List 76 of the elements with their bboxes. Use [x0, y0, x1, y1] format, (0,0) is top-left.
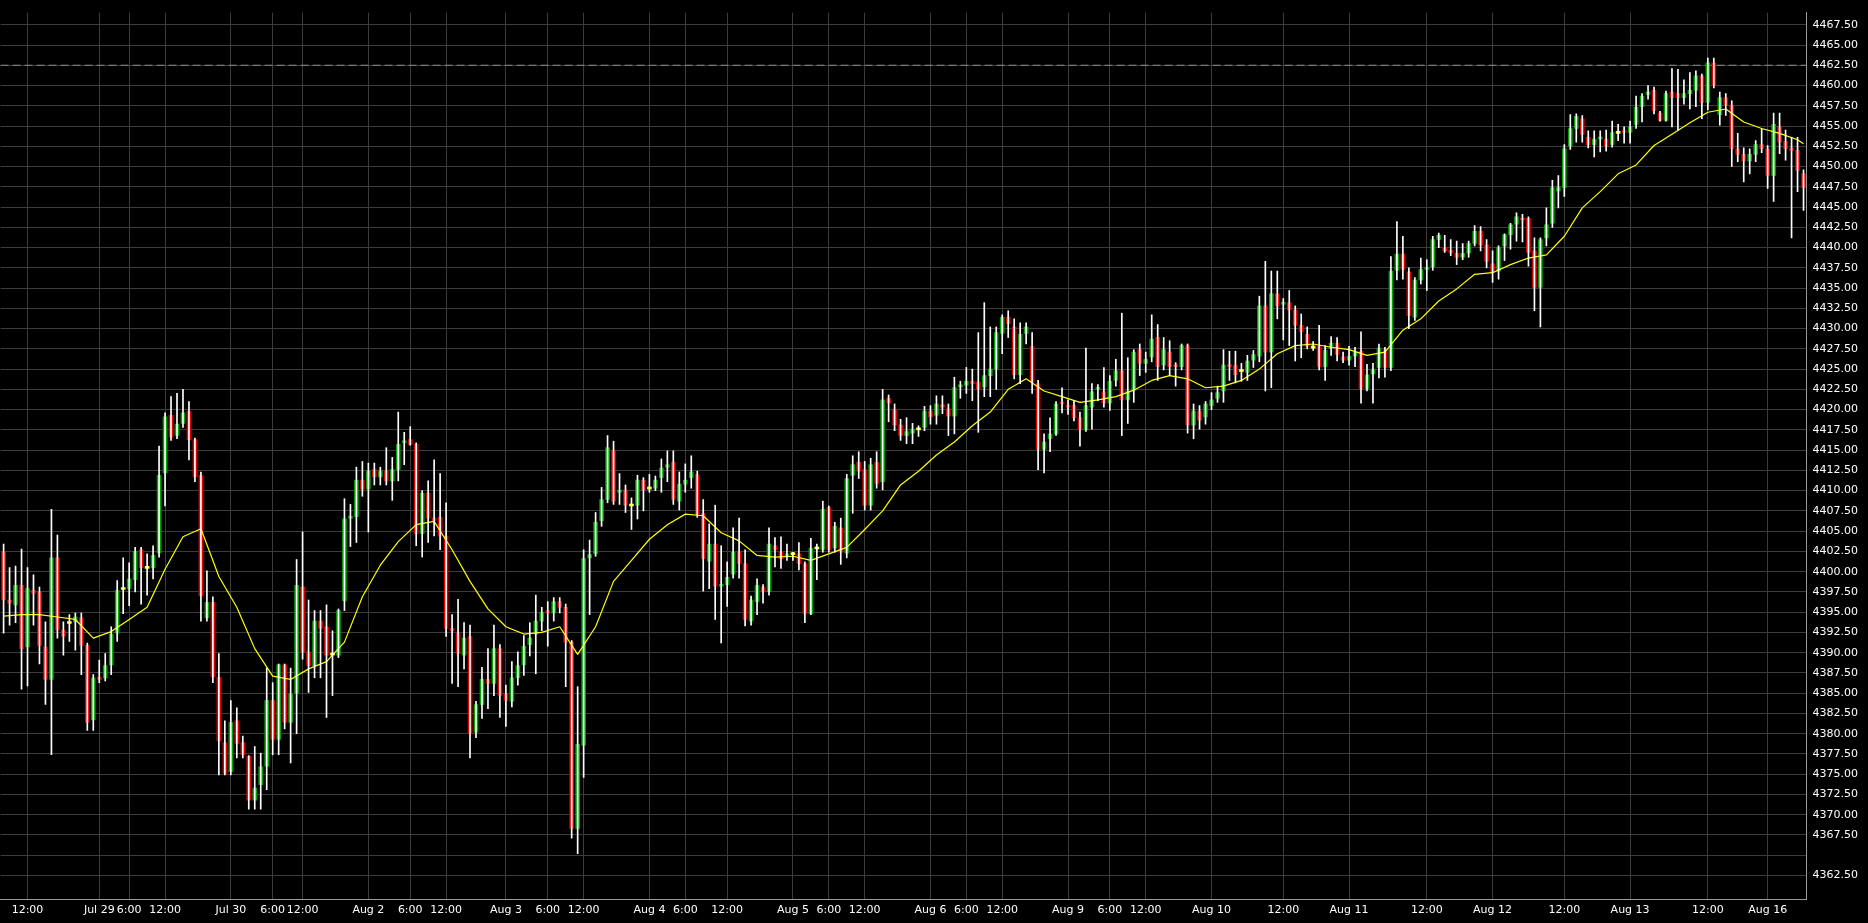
- y-tick-label: 4432.50: [1812, 301, 1859, 315]
- y-tick-label: 4362.50: [1812, 868, 1859, 882]
- y-tick-label: 4460.00: [1812, 78, 1859, 92]
- y-tick-label: 4387.50: [1812, 665, 1859, 679]
- y-tick-label: 4437.50: [1812, 260, 1859, 274]
- y-tick-label: 4400.00: [1812, 564, 1859, 578]
- y-tick-label: 4395.00: [1812, 605, 1859, 619]
- x-tick-label: 6:00: [953, 903, 979, 917]
- x-tick-label: 12:00: [1267, 903, 1300, 917]
- y-tick-label: 4417.50: [1812, 422, 1859, 436]
- y-tick-label: 4390.00: [1812, 645, 1859, 659]
- x-tick-label: Aug 13: [1610, 903, 1650, 917]
- y-tick-label: 4372.50: [1812, 787, 1859, 801]
- y-tick-label: 4392.50: [1812, 625, 1859, 639]
- y-tick-label: 4465.00: [1812, 37, 1859, 51]
- x-tick-label: Jul 29: [82, 903, 115, 917]
- y-tick-label: 4440.00: [1812, 240, 1859, 254]
- x-tick-label: 12:00: [1548, 903, 1581, 917]
- y-tick-label: 4377.50: [1812, 746, 1859, 760]
- y-tick-label: 4420.00: [1812, 402, 1859, 416]
- x-tick-label: 12:00: [711, 903, 743, 917]
- x-tick-label: Aug 11: [1329, 903, 1369, 917]
- x-tick-label: 12:00: [848, 903, 881, 917]
- x-tick-label: Aug 2: [352, 903, 385, 917]
- y-tick-label: 4397.50: [1812, 584, 1859, 598]
- y-tick-label: 4455.00: [1812, 118, 1859, 132]
- x-tick-label: 6:00: [116, 903, 142, 917]
- y-tick-label: 4380.00: [1812, 726, 1859, 740]
- x-tick-label: 6:00: [397, 903, 423, 917]
- x-tick-label: Aug 16: [1748, 903, 1788, 917]
- y-tick-label: 4447.50: [1812, 179, 1859, 193]
- y-tick-label: 4462.50: [1812, 58, 1859, 72]
- y-tick-label: 4367.50: [1812, 827, 1859, 841]
- x-tick-label: 6:00: [535, 903, 561, 917]
- y-tick-label: 4450.00: [1812, 159, 1859, 173]
- y-tick-label: 4405.00: [1812, 524, 1859, 538]
- x-tick-label: 12:00: [1410, 903, 1443, 917]
- y-tick-label: 4430.00: [1812, 321, 1859, 335]
- y-tick-label: 4370.00: [1812, 807, 1859, 821]
- y-tick-label: 4435.00: [1812, 280, 1859, 294]
- y-tick-label: 4407.50: [1812, 503, 1859, 517]
- x-tick-label: 12:00: [986, 903, 1019, 917]
- x-tick-label: 12:00: [149, 903, 181, 917]
- y-tick-label: 4422.50: [1812, 382, 1859, 396]
- x-tick-label: Aug 3: [489, 903, 522, 917]
- y-tick-label: 4412.50: [1812, 463, 1859, 477]
- x-tick-label: 6:00: [260, 903, 286, 917]
- x-tick-label: Jul 30: [214, 903, 247, 917]
- y-tick-label: 4402.50: [1812, 544, 1859, 558]
- x-tick-label: 6:00: [816, 903, 842, 917]
- y-tick-label: 4457.50: [1812, 98, 1859, 112]
- x-tick-label: 6:00: [1097, 903, 1123, 917]
- y-tick-label: 4452.50: [1812, 139, 1859, 153]
- x-tick-label: Aug 6: [914, 903, 947, 917]
- x-tick-label: Aug 4: [633, 903, 666, 917]
- y-tick-label: 4410.00: [1812, 483, 1859, 497]
- y-tick-label: 4382.50: [1812, 706, 1859, 720]
- y-tick-label: 4385.00: [1812, 686, 1859, 700]
- y-tick-label: 4425.00: [1812, 361, 1859, 375]
- x-tick-label: 6:00: [672, 903, 698, 917]
- y-tick-label: 4467.50: [1812, 17, 1859, 31]
- x-tick-label: 12:00: [11, 903, 44, 917]
- x-tick-label: 12:00: [286, 903, 319, 917]
- y-tick-label: 4445.00: [1812, 199, 1859, 213]
- x-tick-label: 12:00: [1129, 903, 1162, 917]
- x-tick-label: 12:00: [430, 903, 462, 917]
- y-tick-label: 4415.00: [1812, 442, 1859, 456]
- x-tick-label: Aug 9: [1052, 903, 1084, 917]
- y-tick-label: 4375.00: [1812, 767, 1859, 781]
- x-tick-label: 12:00: [567, 903, 600, 917]
- x-tick-label: 12:00: [1691, 903, 1724, 917]
- x-tick-label: Aug 5: [776, 903, 809, 917]
- y-tick-label: 4442.50: [1812, 220, 1859, 234]
- x-tick-label: Aug 12: [1473, 903, 1513, 917]
- y-tick-label: 4427.50: [1812, 341, 1859, 355]
- x-tick-label: Aug 10: [1192, 903, 1232, 917]
